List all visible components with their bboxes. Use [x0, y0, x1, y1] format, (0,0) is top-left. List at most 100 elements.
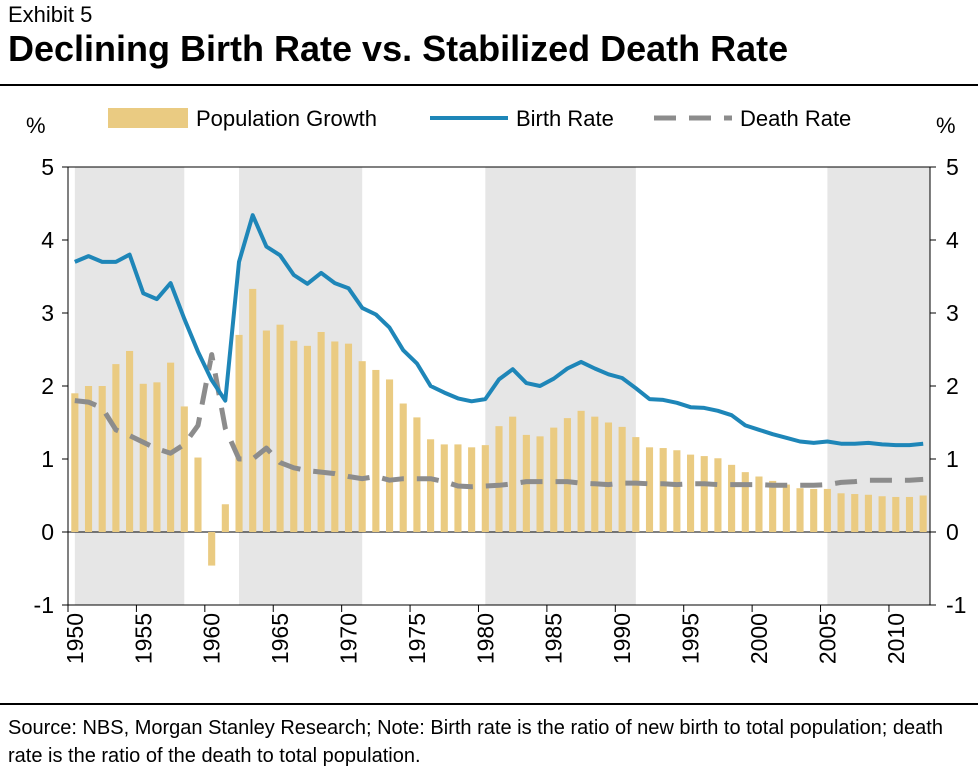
x-tick-label: 1955: [130, 613, 156, 664]
y-tick-label-right: 5: [946, 154, 959, 180]
growth-bar-1965: [276, 324, 284, 532]
growth-bar-1963: [249, 288, 257, 532]
growth-bar-1990: [618, 426, 626, 532]
x-tick-label: 1960: [199, 613, 225, 664]
y-tick-label-left: -1: [34, 592, 54, 618]
x-tick-label: 1965: [267, 613, 293, 664]
rate-lines: [74, 213, 924, 490]
growth-bar-2011: [905, 496, 914, 532]
x-tick-label: 1995: [678, 613, 704, 664]
growth-bar-1980: [481, 445, 489, 532]
chart: -1 -1 0 0 1 1 2 2 3 3 4 4 5 5 1950 1955 1960 1965 1970 1975…: [26, 106, 967, 664]
growth-bar-1993: [659, 448, 667, 532]
source-note: Source: NBS, Morgan Stanley Research; No…: [8, 717, 943, 767]
ticks: -1 -1 0 0 1 1 2 2 3 3 4 4 5 5 1950 1955 1960 1965 1970 1975…: [34, 154, 967, 664]
y-tick-label-right: 1: [946, 446, 959, 472]
growth-bar-2000: [755, 476, 763, 532]
chart-title: Declining Birth Rate vs. Stabilized Deat…: [8, 28, 789, 69]
growth-bar-2003: [796, 488, 804, 532]
growth-bar-1995: [686, 454, 695, 532]
growth-bar-1977: [440, 444, 448, 532]
growth-bar-1966: [290, 340, 298, 532]
growth-bar-2009: [878, 496, 886, 532]
growth-bar-1986: [563, 418, 571, 532]
growth-bar-1956: [153, 382, 161, 532]
legend-label-birth-rate: Birth Rate: [516, 106, 614, 131]
growth-bar-1957: [167, 362, 175, 532]
growth-bar-1989: [604, 422, 613, 532]
growth-bar-1987: [577, 410, 585, 532]
shaded-period-1: [239, 167, 363, 605]
legend-label-death-rate: Death Rate: [740, 106, 851, 131]
growth-bar-1975: [413, 417, 421, 532]
growth-bar-1988: [591, 416, 599, 532]
growth-bar-1981: [495, 426, 503, 532]
growth-bar-1970: [344, 343, 353, 532]
x-tick-label: 1990: [609, 613, 635, 664]
x-tick-label: 1985: [541, 613, 567, 664]
growth-bar-1967: [303, 345, 312, 532]
growth-bar-1954: [126, 350, 134, 532]
shaded-period-2: [485, 167, 636, 605]
y-axis-unit-right: %: [936, 113, 956, 138]
x-tick-label: 1950: [62, 613, 88, 664]
growth-bar-1996: [700, 456, 708, 532]
growth-bar-1976: [427, 439, 435, 532]
x-tick-label: 1975: [404, 613, 430, 664]
x-tick-label: 2010: [883, 613, 909, 664]
growth-bar-1974: [399, 403, 407, 532]
growth-bar-2010: [892, 496, 900, 532]
growth-bar-1997: [714, 458, 722, 532]
growth-bar-1985: [550, 427, 558, 532]
bottom-divider: [0, 703, 978, 705]
y-tick-label-left: 1: [41, 446, 54, 472]
growth-bar-1969: [331, 341, 339, 532]
growth-bar-1960: [208, 532, 216, 566]
growth-bar-1959: [194, 457, 202, 532]
growth-bar-2006: [837, 493, 845, 532]
growth-bar-2012: [919, 495, 927, 532]
growth-bar-1958: [180, 406, 188, 532]
growth-bar-2002: [782, 484, 790, 532]
top-divider: [0, 84, 978, 86]
growth-bar-2007: [851, 494, 859, 532]
shaded-period-3: [827, 167, 930, 605]
legend: Population Growth Birth Rate Death Rate: [108, 106, 851, 131]
y-tick-label-left: 0: [41, 519, 54, 545]
y-tick-label-right: -1: [946, 592, 966, 618]
growth-bar-1973: [385, 379, 394, 532]
birth-rate-line: [74, 213, 924, 448]
growth-bar-1994: [673, 450, 681, 532]
growth-bar-1964: [262, 330, 270, 532]
growth-bar-1952: [98, 386, 106, 532]
growth-bar-1984: [536, 436, 544, 532]
exhibit-label: Exhibit 5: [8, 2, 93, 27]
growth-bar-1971: [358, 361, 366, 532]
legend-label-population-growth: Population Growth: [196, 106, 377, 131]
y-tick-label-right: 3: [946, 300, 959, 326]
growth-bar-1979: [468, 447, 476, 532]
growth-bar-1972: [372, 369, 380, 532]
growth-bar-2008: [864, 494, 872, 532]
y-tick-label-right: 2: [946, 373, 959, 399]
legend-swatch-population-growth: [108, 108, 188, 128]
growth-bar-1998: [728, 464, 736, 532]
x-tick-label: 2000: [746, 613, 772, 664]
y-tick-label-right: 0: [946, 519, 959, 545]
growth-bar-1968: [317, 331, 325, 532]
x-tick-label: 1980: [472, 613, 498, 664]
growth-bar-1999: [741, 472, 749, 532]
death-rate-line: [74, 352, 924, 490]
growth-bar-1951: [84, 386, 93, 532]
growth-bar-1953: [112, 364, 120, 532]
growth-bar-1992: [645, 447, 654, 532]
growth-bar-1962: [235, 334, 243, 532]
growth-bar-1955: [139, 383, 147, 532]
y-tick-label-left: 4: [41, 227, 54, 253]
x-tick-label: 1970: [335, 613, 361, 664]
growth-bar-1961: [221, 504, 229, 532]
growth-bar-2001: [769, 480, 777, 532]
x-tick-label: 2005: [814, 613, 840, 664]
growth-bar-2004: [810, 488, 818, 532]
y-axis-unit-left: %: [26, 113, 46, 138]
